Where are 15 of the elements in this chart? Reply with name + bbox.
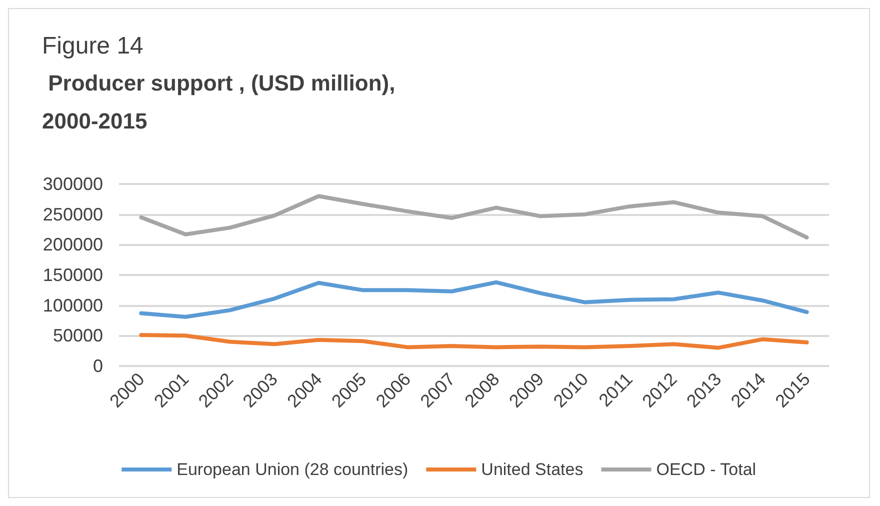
- y-tick-label: 50000: [52, 326, 103, 346]
- y-tick-label: 150000: [42, 265, 103, 285]
- y-tick-label: 200000: [42, 234, 103, 255]
- legend-label: European Union (28 countries): [176, 460, 408, 479]
- line-series: [139, 333, 809, 350]
- y-tick-label: 0: [92, 356, 103, 376]
- y-tick-label: 100000: [42, 295, 103, 316]
- chart-subtitle: Producer support , (USD million), 2000-2015: [42, 70, 396, 134]
- y-tick-label: 250000: [42, 204, 103, 224]
- legend-label: OECD - Total: [656, 460, 756, 479]
- chart-title: Figure 14: [42, 32, 144, 60]
- line-series: [139, 194, 809, 240]
- line-series: [139, 280, 809, 319]
- legend-label: United States: [481, 460, 584, 479]
- y-tick-label: 300000: [42, 174, 103, 194]
